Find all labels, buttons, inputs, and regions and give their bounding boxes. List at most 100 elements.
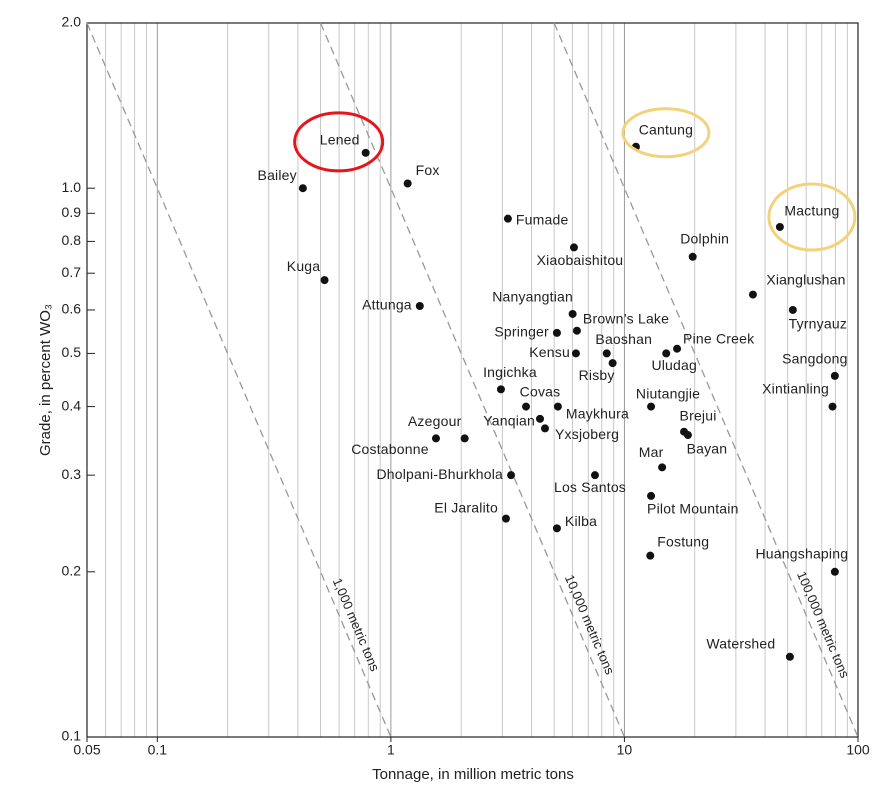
y-tick-label: 0.5 — [62, 344, 82, 360]
x-tick-label: 0.1 — [148, 742, 168, 758]
data-point — [828, 402, 837, 411]
data-point — [568, 309, 577, 318]
data-point — [460, 434, 469, 443]
data-point — [658, 463, 667, 472]
data-point — [431, 434, 440, 443]
point-label: Nanyangtian — [492, 289, 573, 305]
data-point — [403, 179, 412, 188]
reference-label: 100,000 metric tons — [794, 569, 853, 680]
data-point — [320, 276, 329, 285]
data-point — [536, 414, 545, 423]
point-label: Costabonne — [351, 441, 429, 457]
point-label: Kuga — [287, 258, 321, 274]
x-tick-label: 1 — [387, 742, 395, 758]
x-axis-title: Tonnage, in million metric tons — [372, 766, 574, 783]
point-label: Los Santos — [554, 479, 626, 495]
point-label: Azegour — [408, 413, 462, 429]
point-label: Maykhura — [566, 405, 629, 421]
highlight-ring — [293, 111, 385, 173]
data-point — [830, 567, 839, 576]
y-tick-label: 0.1 — [62, 728, 82, 744]
y-tick-label: 0.2 — [62, 562, 82, 578]
highlight-ring — [767, 182, 857, 252]
point-label: Dholpani-Bhurkhola — [376, 466, 503, 482]
y-tick-label: 0.8 — [62, 232, 82, 248]
data-point — [673, 344, 682, 353]
y-tick-label: 0.6 — [62, 301, 82, 317]
point-label: Mactung — [784, 203, 839, 219]
y-tick-label: 0.4 — [62, 397, 82, 413]
y-tick-label: 1.0 — [62, 179, 82, 195]
point-label: Baoshan — [595, 331, 652, 347]
point-label: Xiaobaishitou — [537, 252, 624, 268]
reference-label: 10,000 metric tons — [562, 572, 618, 677]
x-tick-label: 10 — [617, 742, 633, 758]
data-point — [830, 371, 839, 380]
point-label: Yanqian — [483, 413, 535, 429]
point-label: Yxsjoberg — [555, 426, 619, 442]
data-point — [552, 524, 561, 533]
data-point — [775, 222, 784, 231]
data-point — [552, 328, 561, 337]
data-point — [683, 431, 692, 440]
point-label: Sangdong — [782, 351, 847, 367]
data-point — [646, 551, 655, 560]
point-label: Uludag — [651, 357, 697, 373]
point-label: Watershed — [706, 636, 775, 652]
data-point — [662, 349, 671, 358]
data-point — [647, 402, 656, 411]
data-point — [602, 349, 611, 358]
point-label: Lened — [320, 132, 360, 148]
plot-frame — [86, 22, 859, 738]
data-point — [522, 402, 531, 411]
x-tick-label: 100 — [846, 742, 870, 758]
data-point — [571, 349, 580, 358]
point-label: Xintianling — [762, 380, 829, 396]
point-label: Pine Creek — [683, 330, 755, 346]
data-point — [608, 359, 617, 368]
y-axis-title: Grade, in percent WO₃ — [37, 304, 54, 456]
data-point — [688, 252, 697, 261]
point-label: Covas — [520, 383, 561, 399]
point-label: Xianglushan — [766, 271, 845, 287]
point-label: Fox — [416, 162, 440, 178]
point-label: Bailey — [258, 167, 297, 183]
y-tick-label: 0.3 — [62, 466, 82, 482]
point-label: Risby — [579, 367, 615, 383]
point-label: Bayan — [687, 441, 728, 457]
data-point — [496, 385, 505, 394]
data-point — [507, 471, 516, 480]
data-point — [748, 290, 757, 299]
point-label: Mar — [639, 444, 664, 460]
point-label: Springer — [494, 324, 549, 340]
reference-line — [86, 22, 392, 738]
data-point — [415, 302, 424, 311]
point-label: Cantung — [639, 121, 693, 137]
y-tick-label: 0.7 — [62, 264, 82, 280]
data-point — [572, 326, 581, 335]
point-label: Fostung — [657, 533, 709, 549]
data-point — [361, 148, 370, 157]
data-point — [541, 424, 550, 433]
y-tick-label: 2.0 — [62, 14, 82, 30]
point-label: Attunga — [362, 297, 412, 313]
data-point — [785, 652, 794, 661]
x-tick-label: 0.05 — [73, 742, 100, 758]
point-label: Brown’s Lake — [583, 310, 669, 326]
reference-label: 1,000 metric tons — [330, 576, 383, 674]
data-point — [647, 491, 656, 500]
point-label: Huangshaping — [756, 545, 849, 561]
point-label: Pilot Mountain — [647, 501, 739, 517]
highlight-ring — [621, 107, 711, 159]
data-point — [590, 471, 599, 480]
point-label: Fumade — [516, 211, 569, 227]
data-point — [501, 514, 510, 523]
point-label: Kensu — [529, 344, 570, 360]
point-label: El Jaralito — [434, 499, 498, 515]
data-point — [569, 243, 578, 252]
point-label: Tyrnyauz — [789, 316, 847, 332]
data-point — [298, 184, 307, 193]
point-label: Brejui — [680, 407, 717, 423]
point-label: Niutangjie — [636, 385, 700, 401]
